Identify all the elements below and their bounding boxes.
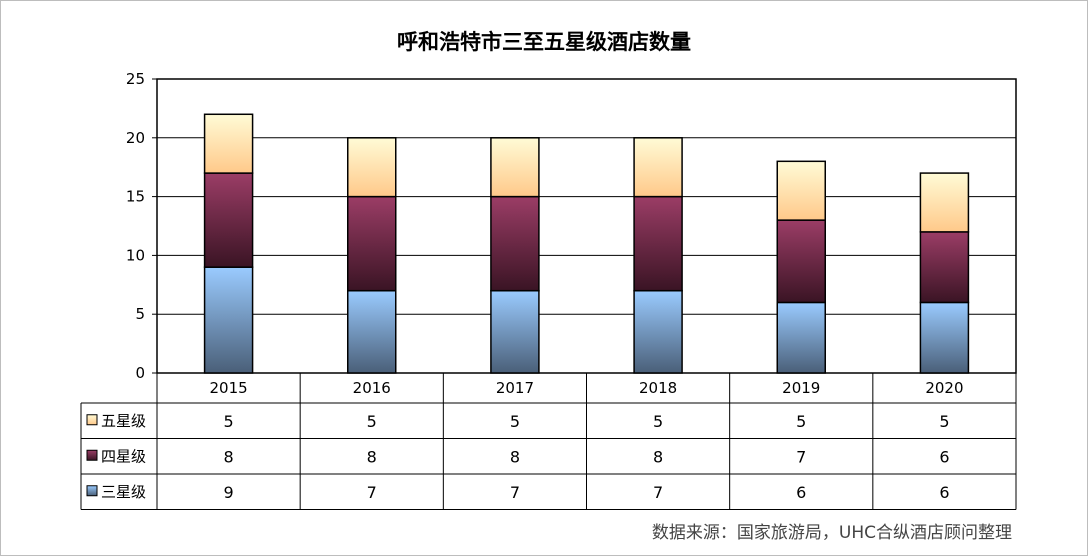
table-cell-three-star-2017: 7 xyxy=(510,483,520,502)
grid-layer xyxy=(156,78,1017,374)
table-cell-four-star-2019: 7 xyxy=(796,447,806,466)
table-cell-five-star-2019: 5 xyxy=(796,412,806,431)
bar-five-star-2016 xyxy=(347,137,397,198)
y-tick-label: 25 xyxy=(126,70,145,88)
y-tick-label: 10 xyxy=(126,246,145,264)
legend-label-five-star: 五星级 xyxy=(101,412,146,430)
plot-area xyxy=(156,78,1017,374)
legend-label-four-star: 四星级 xyxy=(101,447,146,465)
legend-swatch-three-star xyxy=(86,485,98,497)
category-label-2020: 2020 xyxy=(925,379,963,397)
table-cell-five-star-2015: 5 xyxy=(223,412,233,431)
bar-five-star-2020 xyxy=(919,172,970,233)
bar-five-star-2015 xyxy=(203,113,254,174)
y-tick-label: 5 xyxy=(135,305,145,323)
table-cell-three-star-2019: 6 xyxy=(796,483,806,502)
bars-layer xyxy=(203,113,970,374)
table-cell-four-star-2016: 8 xyxy=(367,447,377,466)
bar-three-star-2017 xyxy=(490,289,540,374)
legend-swatch-four-star xyxy=(86,449,98,461)
category-label-2017: 2017 xyxy=(496,379,534,397)
category-label-2018: 2018 xyxy=(639,379,677,397)
bar-three-star-2019 xyxy=(776,301,826,374)
bar-four-star-2015 xyxy=(203,172,254,268)
source-note: 数据来源：国家旅游局，UHC合纵酒店顾问整理 xyxy=(651,523,1012,543)
table-cell-four-star-2017: 8 xyxy=(510,447,520,466)
bar-three-star-2016 xyxy=(347,289,397,374)
table-cell-five-star-2017: 5 xyxy=(510,412,520,431)
bar-four-star-2016 xyxy=(347,195,397,292)
bar-three-star-2018 xyxy=(633,289,683,374)
bar-three-star-2020 xyxy=(919,301,970,374)
table-cell-five-star-2018: 5 xyxy=(653,412,663,431)
bar-four-star-2020 xyxy=(919,231,970,304)
bar-five-star-2017 xyxy=(490,137,540,198)
category-label-2015: 2015 xyxy=(209,379,247,397)
bar-five-star-2018 xyxy=(633,137,683,198)
category-label-2016: 2016 xyxy=(353,379,391,397)
bar-four-star-2018 xyxy=(633,195,683,292)
axis-layer: 0 5 10 15 20 25 xyxy=(126,70,157,382)
bar-three-star-2015 xyxy=(203,266,254,374)
y-tick-label: 0 xyxy=(135,364,145,382)
y-tick-label: 15 xyxy=(126,188,145,206)
category-label-2019: 2019 xyxy=(782,379,820,397)
bar-five-star-2019 xyxy=(776,160,826,221)
bar-four-star-2019 xyxy=(776,219,826,304)
table-cell-four-star-2018: 8 xyxy=(653,447,663,466)
table-cell-three-star-2018: 7 xyxy=(653,483,663,502)
legend-swatch-five-star xyxy=(86,414,98,426)
table-cell-three-star-2020: 6 xyxy=(939,483,949,502)
y-tick-label: 20 xyxy=(126,129,145,147)
table-cell-five-star-2016: 5 xyxy=(367,412,377,431)
table-cell-three-star-2016: 7 xyxy=(367,483,377,502)
data-table: 2015 2016 2017 2018 2019 2020 五星级 5 5 5 5 5 5 四星级 8 8 8 8… xyxy=(80,373,1017,510)
table-cell-five-star-2020: 5 xyxy=(939,412,949,431)
legend-label-three-star: 三星级 xyxy=(101,483,146,501)
bar-four-star-2017 xyxy=(490,195,540,292)
table-cell-four-star-2020: 6 xyxy=(939,447,949,466)
table-cell-four-star-2015: 8 xyxy=(223,447,233,466)
table-cell-three-star-2015: 9 xyxy=(223,483,233,502)
chart-title: 呼和浩特市三至五星级酒店数量 xyxy=(397,30,691,54)
